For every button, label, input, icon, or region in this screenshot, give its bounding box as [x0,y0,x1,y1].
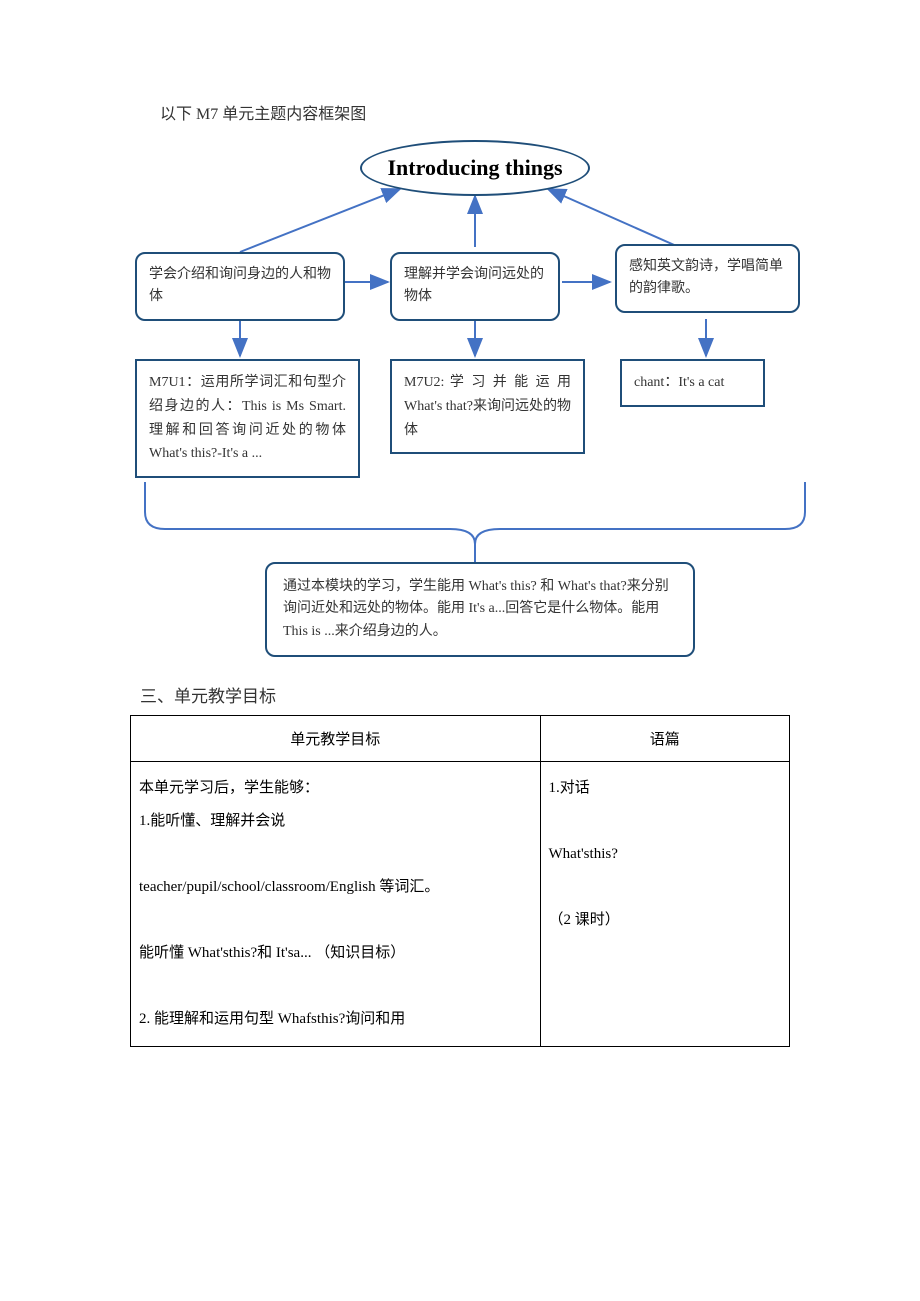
framework-top-ellipse: Introducing things [360,140,590,196]
mid-box-left-text: 学会介绍和询问身边的人和物体 [149,267,331,304]
mid-box-right-text: 感知英文韵诗，学唱简单的韵律歌。 [629,259,783,296]
intro-text: 以下 M7 单元主题内容框架图 [160,100,790,124]
low-box-left-text: M7U1：运用所学词汇和句型介绍身边的人：This is Ms Smart.理解… [149,375,346,461]
mid-box-center: 理解并学会询问远处的物体 [390,252,560,321]
table-row1-col2-text: 1.对话 What'sthis? （2 课时） [549,772,782,937]
low-box-left: M7U1：运用所学词汇和句型介绍身边的人：This is Ms Smart.理解… [135,359,360,478]
low-box-right: chant：It's a cat [620,359,765,407]
low-box-center: M7U2: 学 习 并 能 运 用 What's that?来询问远处的物体 [390,359,585,454]
framework-diagram: Introducing things 学会介绍和询问身边的人和物体 理解并学会询… [130,134,810,664]
mid-box-right: 感知英文韵诗，学唱简单的韵律歌。 [615,244,800,313]
table-row1-col1-text: 本单元学习后，学生能够： 1.能听懂、理解并会说 teacher/pupil/s… [139,772,532,1036]
summary-box: 通过本模块的学习，学生能用 What's this? 和 What's that… [265,562,695,657]
summary-text: 通过本模块的学习，学生能用 What's this? 和 What's that… [283,579,669,639]
section3-heading: 三、单元教学目标 [140,682,790,707]
low-box-center-text: M7U2: 学 习 并 能 运 用 What's that?来询问远处的物体 [404,375,571,438]
framework-top-title: Introducing things [387,155,562,181]
teaching-goals-table: 单元教学目标 语篇 本单元学习后，学生能够： 1.能听懂、理解并会说 teach… [130,715,790,1047]
table-row1-col1: 本单元学习后，学生能够： 1.能听懂、理解并会说 teacher/pupil/s… [131,762,541,1047]
table-row1-col2: 1.对话 What'sthis? （2 课时） [540,762,790,1047]
table-header-col2: 语篇 [540,716,790,762]
mid-box-center-text: 理解并学会询问远处的物体 [404,267,544,304]
table-header-col1: 单元教学目标 [131,716,541,762]
mid-box-left: 学会介绍和询问身边的人和物体 [135,252,345,321]
low-box-right-text: chant：It's a cat [634,375,724,390]
